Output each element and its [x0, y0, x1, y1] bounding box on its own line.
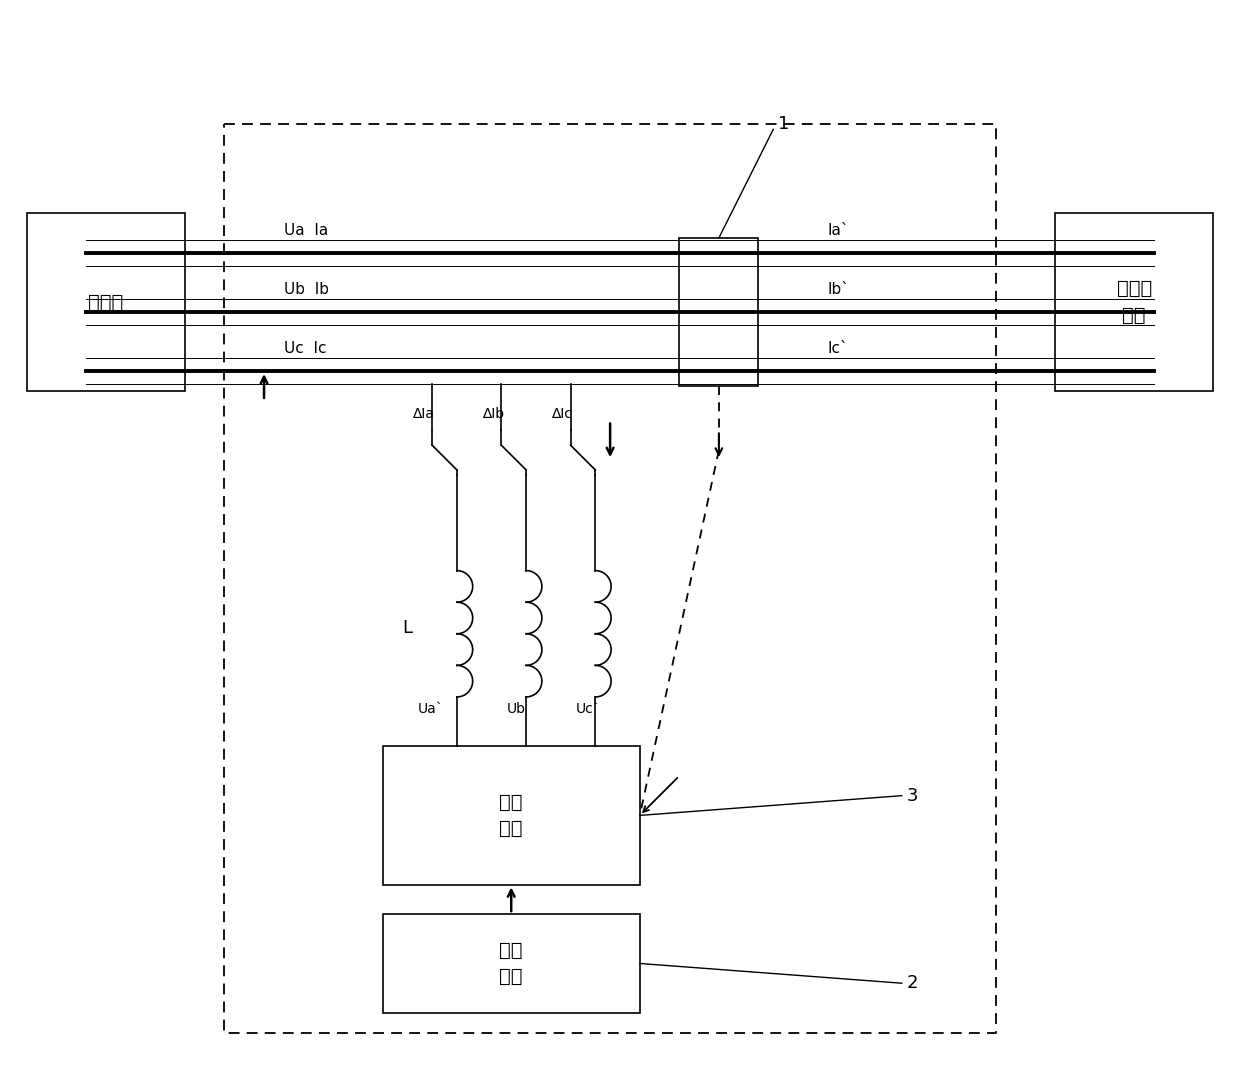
Text: ∆Ib: ∆Ib	[481, 407, 503, 421]
Text: Ic`: Ic`	[827, 341, 848, 356]
Bar	[1055, 214, 1213, 391]
Text: Ia`: Ia`	[827, 223, 849, 238]
Text: 1: 1	[779, 115, 790, 134]
Text: 3: 3	[906, 787, 919, 805]
Text: 变压器: 变压器	[88, 292, 124, 312]
Text: Uc`: Uc`	[575, 701, 600, 715]
Bar	[383, 747, 640, 885]
Text: Ib`: Ib`	[827, 283, 849, 297]
Text: Ub: Ub	[506, 701, 526, 715]
Text: 2: 2	[906, 974, 919, 993]
Text: Uc  Ic: Uc Ic	[284, 341, 326, 356]
Text: L: L	[403, 619, 413, 637]
Text: Ua`: Ua`	[418, 701, 443, 715]
Text: ∆Ia: ∆Ia	[413, 407, 434, 421]
Text: ∆Ic: ∆Ic	[551, 407, 572, 421]
Text: 不平衡
负载: 不平衡 负载	[1116, 279, 1152, 325]
Text: Ub  Ib: Ub Ib	[284, 283, 329, 297]
Text: Ua  Ia: Ua Ia	[284, 223, 329, 238]
Text: 功率
单元: 功率 单元	[500, 793, 523, 838]
Text: 控制
单元: 控制 单元	[500, 941, 523, 986]
Bar	[383, 914, 640, 1013]
Bar	[680, 238, 759, 386]
Bar	[27, 214, 185, 391]
